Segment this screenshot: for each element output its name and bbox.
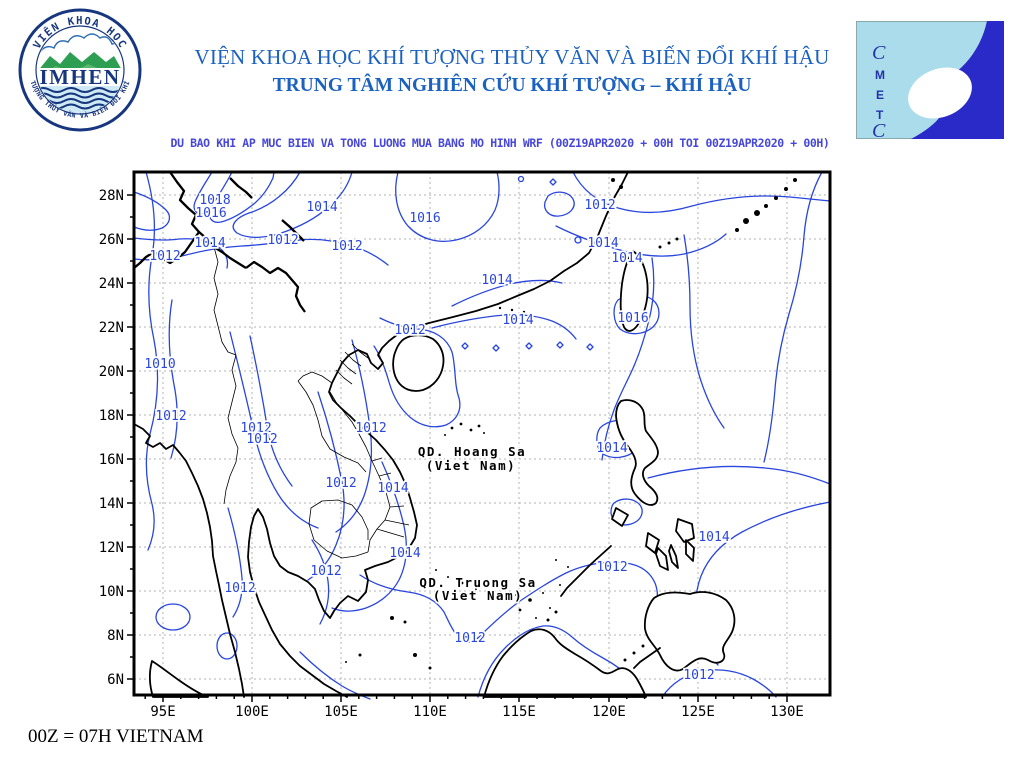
lon-tick-label: 105E [324, 704, 358, 720]
letter-e: E [876, 88, 884, 102]
cmetc-logo: C M E T C [856, 21, 1004, 139]
letter-t: T [876, 108, 884, 122]
isobar-value-label: 1012 [267, 233, 298, 248]
archipelago-label: QD. Hoang Sa [418, 444, 526, 459]
palawan-island [560, 545, 612, 597]
taiwan-island [619, 250, 649, 332]
lon-tick-label: 100E [235, 704, 269, 720]
isobar-value-label: 1012 [149, 249, 180, 264]
small-islands [345, 178, 797, 670]
lat-tick-label: 10N [99, 584, 124, 600]
isobar-value-label: 1016 [409, 211, 440, 226]
mindanao-island [643, 591, 736, 672]
lon-tick-label: 120E [592, 704, 626, 720]
map-frame [132, 170, 832, 697]
isobar-value-label: 1012 [355, 421, 386, 436]
archipelago-label: QD. Truong Sa [419, 575, 536, 590]
letter-c-top: C [872, 42, 886, 64]
lat-tick-label: 20N [99, 364, 124, 380]
isobar-value-label: 1012 [310, 564, 341, 579]
logo-s-counter [908, 67, 972, 119]
isobar-value-label: 1010 [144, 357, 175, 372]
isobar-value-label: 1012 [240, 421, 271, 436]
lat-tick-label: 26N [99, 232, 124, 248]
letter-m: M [875, 68, 885, 82]
isobar-value-label: 1012 [454, 631, 485, 646]
archipelago-label: (Viet Nam) [426, 458, 516, 473]
lon-tick-label: 95E [150, 704, 175, 720]
isobar-value-label: 1014 [389, 546, 420, 561]
isobar-value-label: 1012 [224, 581, 255, 596]
center-title: TRUNG TÂM NGHIÊN CỨU KHÍ TƯỢNG – KHÍ HẬU [272, 75, 752, 96]
isobar-value-label: 1014 [611, 251, 642, 266]
isobar-value-label: 1016 [617, 311, 648, 326]
lat-tick-label: 6N [107, 672, 124, 688]
lat-tick-label: 28N [99, 188, 124, 204]
isobar-value-label: 1012 [325, 476, 356, 491]
isobar-value-label: 1012 [683, 668, 714, 683]
isobar-value-label: 1014 [502, 313, 533, 328]
isobar-value-label: 1014 [587, 236, 618, 251]
lat-tick-label: 22N [99, 320, 124, 336]
isobar-value-label: 1012 [394, 323, 425, 338]
country-borders [213, 246, 410, 559]
lon-tick-label: 125E [681, 704, 715, 720]
grid-lines [134, 172, 830, 695]
mountains-icon [37, 52, 123, 72]
lon-tick-label: 115E [502, 704, 536, 720]
hainan-island [392, 334, 445, 392]
isobar-value-label: 1014 [194, 236, 225, 251]
axis-ticks [127, 194, 788, 702]
coastlines [133, 171, 797, 698]
logo-letters: C M E T C [872, 42, 886, 139]
archipelago-label: (Viet Nam) [433, 588, 523, 603]
isobar-value-label: 1014 [306, 200, 337, 215]
letter-c-bottom: C [872, 120, 886, 139]
logo-center-text: IMHEN [40, 65, 121, 89]
lat-tick-label: 14N [99, 496, 124, 512]
luzon-island [615, 399, 659, 506]
institute-title: VIỆN KHOA HỌC KHÍ TƯỢNG THỦY VĂN VÀ BIẾN… [194, 45, 830, 69]
place-labels: QD. Hoang Sa(Viet Nam)QD. Truong Sa(Viet… [416, 442, 537, 605]
lon-tick-label: 110E [413, 704, 447, 720]
sumatra-island [148, 660, 209, 698]
imhen-logo: IMHEN VIỆN KHOA HỌC KHÍ TƯỢNG THỦY VĂN V… [16, 6, 142, 132]
lat-tick-label: 18N [99, 408, 124, 424]
forecast-map-title: DU BAO KHI AP MUC BIEN VA TONG LUONG MUA… [170, 136, 830, 150]
borneo-island [483, 628, 647, 698]
isobar-value-label: 1014 [481, 273, 512, 288]
logo-name-band [37, 68, 123, 86]
isobar-value-label: 1018 [199, 193, 230, 208]
isobar-value-label: 1016 [195, 206, 226, 221]
isobar-value-label: 1012 [596, 560, 627, 575]
isobar-value-label: 1014 [596, 441, 627, 456]
isobar-value-label: 1012 [246, 432, 277, 447]
isobar-value-label: 1012 [584, 198, 615, 213]
lat-tick-label: 16N [99, 452, 124, 468]
lat-tick-label: 8N [107, 628, 124, 644]
isobar-value-label: 1014 [377, 481, 408, 496]
lat-tick-label: 24N [99, 276, 124, 292]
lon-tick-label: 130E [770, 704, 804, 720]
isobar-value-label: 1012 [155, 409, 186, 424]
isobar-value-label: 1014 [698, 530, 729, 545]
lat-tick-label: 12N [99, 540, 124, 556]
cloud-icon [39, 33, 121, 53]
isobar-value-label: 1012 [331, 239, 362, 254]
time-note: 00Z = 07H VIETNAM [28, 726, 204, 747]
axis-labels: 95E 100E 105E 110E 115E 120E 125E 130E 28N 26N 24N… [97, 187, 805, 722]
